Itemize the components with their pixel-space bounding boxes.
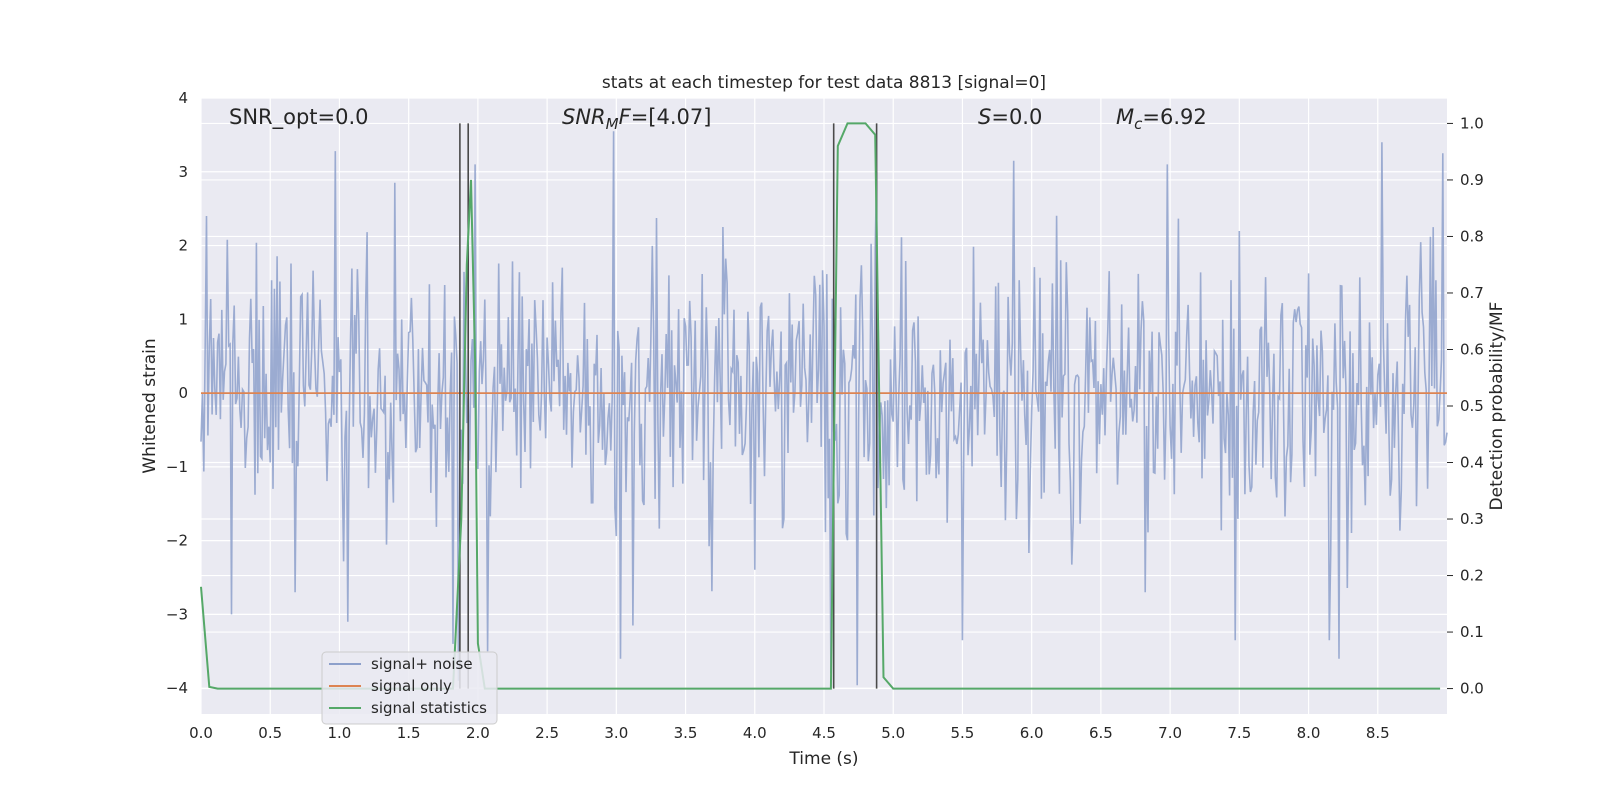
legend-box <box>321 651 498 725</box>
x-tick-label: 0.5 <box>258 724 282 742</box>
y-tick-label: 1 <box>178 310 188 328</box>
y-right-tick-label: 0.4 <box>1460 454 1484 472</box>
x-tick-label: 5.0 <box>881 724 905 742</box>
legend-label-signal-statistics: signal statistics <box>371 699 487 717</box>
chart-title: stats at each timestep for test data 881… <box>602 73 1046 93</box>
y-tick-label: 3 <box>178 163 188 181</box>
legend: signal+ noise signal only signal statist… <box>321 651 498 725</box>
y-tick-label: 4 <box>178 89 188 107</box>
x-tick-label: 5.5 <box>951 724 975 742</box>
annotation-snr-mf: SNRMF=[4.07] <box>562 105 711 133</box>
y-right-tick-label: 0.9 <box>1460 171 1484 189</box>
legend-label-signal-noise: signal+ noise <box>371 655 473 673</box>
x-tick-label: 4.5 <box>812 724 836 742</box>
y-right-tick-label: 0.1 <box>1460 623 1484 641</box>
y-tick-label: −2 <box>166 532 188 550</box>
x-tick-label: 4.0 <box>743 724 767 742</box>
x-tick-label: 3.0 <box>604 724 628 742</box>
y-right-tick-label: 0.8 <box>1460 227 1484 245</box>
y-right-tick-label: 0.2 <box>1460 567 1484 585</box>
signal-noise-line <box>200 131 1448 686</box>
x-tick-label: 6.0 <box>1020 724 1044 742</box>
x-tick-label: 6.5 <box>1089 724 1113 742</box>
x-tick-label: 8.5 <box>1366 724 1390 742</box>
x-tick-label: 2.5 <box>535 724 559 742</box>
x-tick-label: 3.5 <box>674 724 698 742</box>
y-right-tick-label: 1.0 <box>1460 114 1484 132</box>
annotation-s: S=0.0 <box>978 105 1042 129</box>
annotation-mc: Mc=6.92 <box>1116 105 1207 133</box>
x-tick-label: 7.5 <box>1227 724 1251 742</box>
y-right-tick-label: 0.6 <box>1460 340 1484 358</box>
x-tick-label: 0.0 <box>189 724 213 742</box>
legend-label-signal-only: signal only <box>371 677 452 695</box>
x-tick-label: 1.5 <box>397 724 421 742</box>
y-right-tick-label: 0.7 <box>1460 284 1484 302</box>
x-tick-labels: 0.0 0.5 1.0 1.5 2.0 2.5 3.0 3.5 4.0 4.5 5.0 5.5 6.0 6… <box>189 724 1390 742</box>
x-tick-label: 7.0 <box>1158 724 1182 742</box>
y-tick-label: 0 <box>178 384 188 402</box>
y-tick-labels: −4 −3 −2 −1 0 1 2 3 4 <box>166 89 188 697</box>
y-axis-label: Whitened strain <box>140 338 160 473</box>
series-signal-noise <box>200 131 1448 686</box>
annotation-snr-opt: SNR_opt=0.0 <box>229 105 369 130</box>
x-tick-label: 8.0 <box>1297 724 1321 742</box>
y-tick-label: −3 <box>166 605 188 623</box>
y-tick-label: −1 <box>166 458 188 476</box>
y-right-axis-label: Detection probability/MF <box>1487 302 1507 511</box>
y-right-tick-labels: 0.0 0.1 0.2 0.3 0.4 0.5 0.6 0.7 0.8 0.9 1.0 <box>1447 114 1484 698</box>
y-right-tick-label: 0.0 <box>1460 680 1484 698</box>
y-tick-label: −4 <box>166 679 188 697</box>
y-right-tick-label: 0.5 <box>1460 397 1484 415</box>
x-tick-label: 2.0 <box>466 724 490 742</box>
x-tick-label: 1.0 <box>328 724 352 742</box>
x-axis-label: Time (s) <box>788 749 858 769</box>
y-right-tick-label: 0.3 <box>1460 510 1484 528</box>
y-tick-label: 2 <box>178 237 188 255</box>
